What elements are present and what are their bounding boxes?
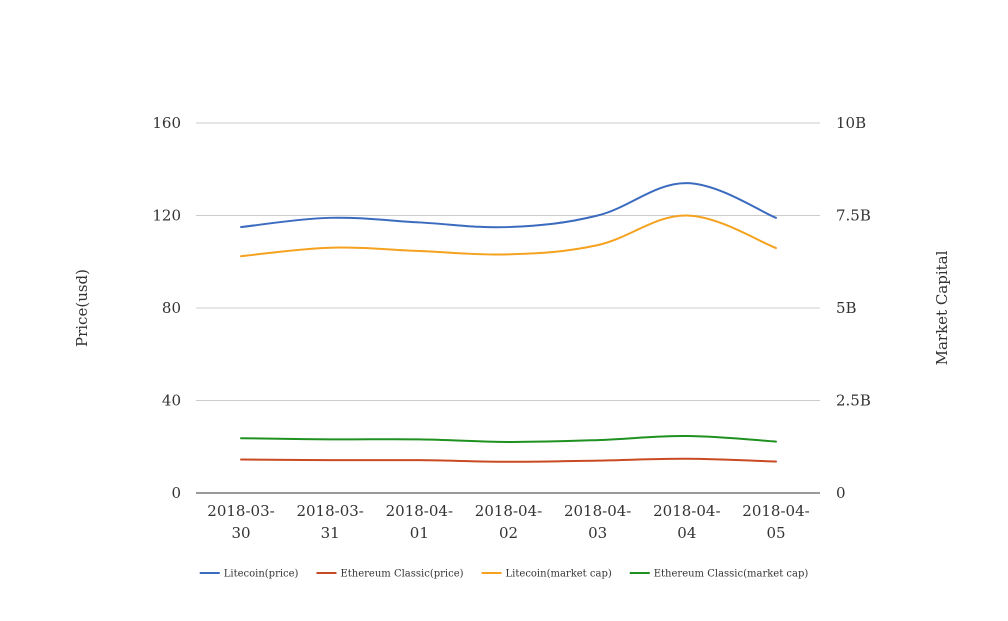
x-tick-label-line: 2018-04-	[475, 502, 542, 520]
x-tick-label-line: 2018-03-	[296, 502, 363, 520]
y-right-tick-label: 10B	[836, 114, 866, 132]
legend-label: Ethereum Classic(market cap)	[654, 569, 809, 580]
y-left-tick-label: 80	[162, 299, 181, 317]
x-tick-label-line: 05	[766, 524, 785, 542]
x-tick-label-line: 04	[677, 524, 696, 542]
x-tick-label: 2018-04- 05	[742, 502, 809, 542]
series-lines	[240, 182, 777, 463]
series-line-ethereum-classic-price	[240, 457, 777, 463]
x-tick-label-line: 2018-04-	[742, 502, 809, 520]
y-right-axis-title: Market Capital	[933, 250, 951, 365]
x-tick-label-line: 2018-04-	[386, 502, 453, 520]
legend-label: Litecoin(price)	[224, 569, 299, 580]
y-left-tick-label: 160	[152, 114, 181, 132]
x-tick-label: 2018-03- 31	[296, 502, 363, 542]
y-right-tick-label: 2.5B	[836, 392, 871, 410]
x-tick-label: 2018-04- 04	[653, 502, 720, 542]
y-left-tick-label: 0	[171, 484, 181, 502]
x-tick-label-line: 2018-03-	[207, 502, 274, 520]
x-tick-label-line: 02	[499, 524, 518, 542]
y-right-tick-label: 5B	[836, 299, 857, 317]
x-tick-label-line: 2018-04-	[653, 502, 720, 520]
x-tick-label-line: 31	[321, 524, 340, 542]
x-tick-label: 2018-04- 02	[475, 502, 542, 542]
legend-item: Litecoin(market cap)	[481, 569, 612, 580]
y-left-tick-label: 120	[152, 207, 181, 225]
x-tick-label: 2018-04- 03	[564, 502, 631, 542]
legend-item: Ethereum Classic(price)	[316, 569, 464, 580]
y-right-tick-label: 7.5B	[836, 207, 871, 225]
gridlines	[196, 122, 820, 401]
x-tick-label-line: 2018-04-	[564, 502, 631, 520]
legend-item: Litecoin(price)	[199, 569, 299, 580]
legend-item: Ethereum Classic(market cap)	[629, 569, 809, 580]
y-right-tick-label: 0	[836, 484, 846, 502]
x-tick-label: 2018-03- 30	[207, 502, 274, 542]
x-tick-label-line: 01	[410, 524, 429, 542]
legend: Litecoin(price) Ethereum Classic(price) Li…	[199, 569, 809, 580]
series-line-ethereum-classic-market-cap	[240, 435, 777, 443]
x-tick-label-line: 03	[588, 524, 607, 542]
legend-label: Litecoin(market cap)	[506, 569, 612, 580]
series-line-litecoin-price	[240, 182, 777, 229]
legend-label: Ethereum Classic(price)	[340, 569, 463, 580]
series-line-litecoin-market-cap	[240, 214, 777, 258]
y-left-axis-title: Price(usd)	[73, 269, 91, 347]
x-tick-label-line: 30	[231, 524, 250, 542]
y-left-tick-label: 40	[162, 392, 181, 410]
x-tick-label: 2018-04- 01	[386, 502, 453, 542]
